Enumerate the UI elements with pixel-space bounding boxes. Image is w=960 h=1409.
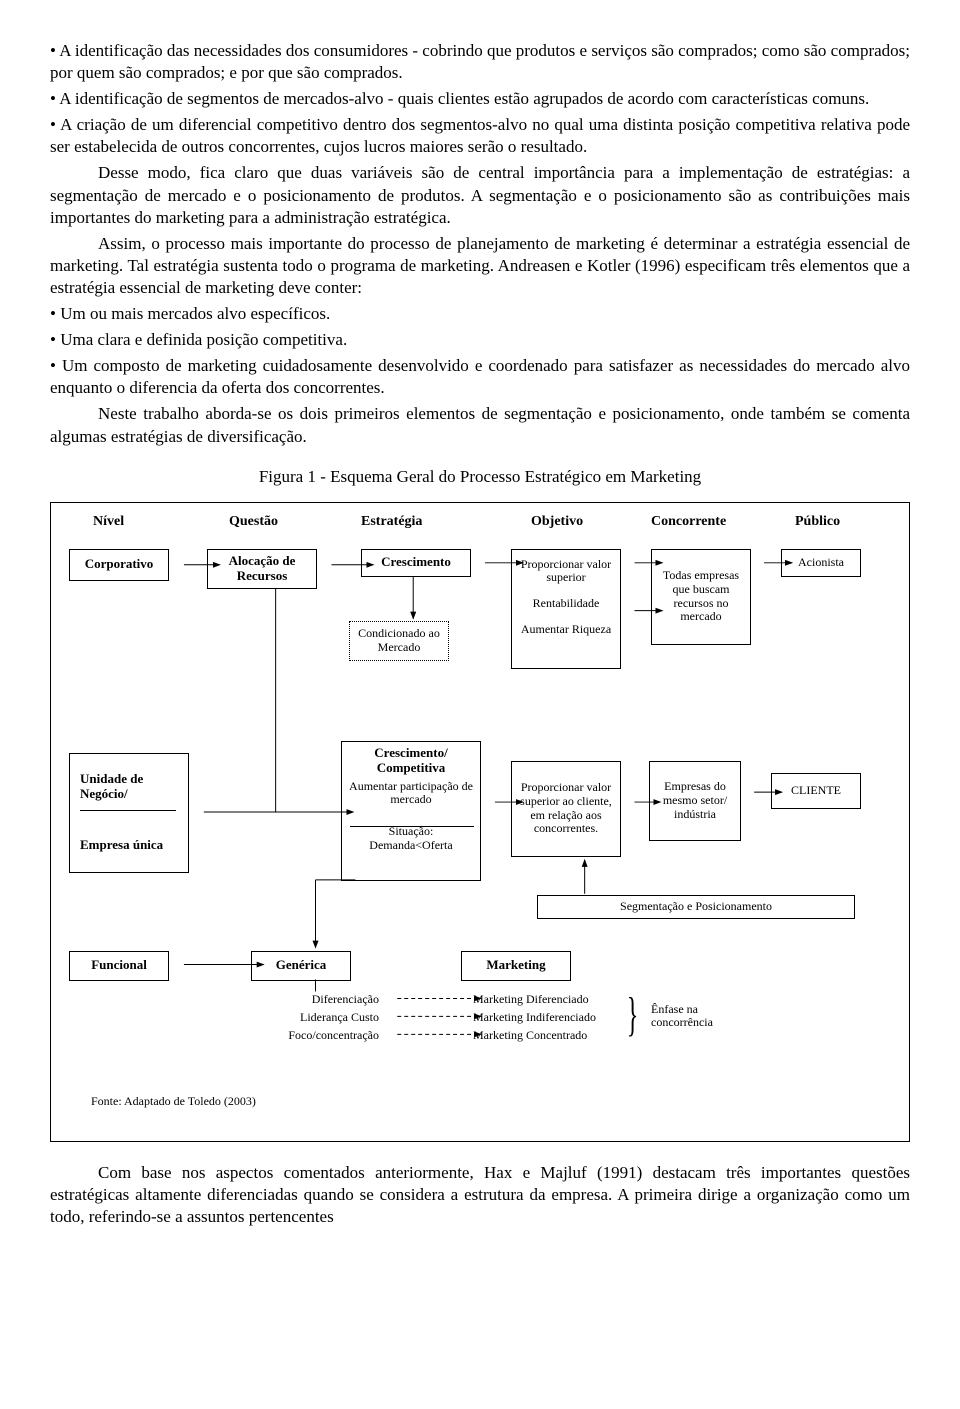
box-funcional: Funcional [69, 951, 169, 981]
lbl-alocacao: Alocação de Recursos [214, 554, 310, 584]
box-condicionado: Condicionado ao Mercado [349, 621, 449, 661]
lbl-corporativo: Corporativo [85, 557, 154, 572]
bullet-mercados-alvo: • Um ou mais mercados alvo específicos. [50, 303, 910, 325]
txt-enfase: Ênfase na concorrência [651, 1003, 741, 1031]
lbl-concorrente-r1: Todas empresas que buscam recursos no me… [658, 569, 744, 624]
txt-mconc: Marketing Concentrado [473, 1029, 587, 1043]
header-questao: Questão [229, 513, 278, 531]
para-trabalho: Neste trabalho aborda-se os dois primeir… [50, 403, 910, 447]
box-concorrente-r2: Empresas do mesmo setor/ indústria [649, 761, 741, 841]
lbl-concorrente-r2: Empresas do mesmo setor/ indústria [656, 780, 734, 821]
box-concorrente-r1: Todas empresas que buscam recursos no me… [651, 549, 751, 645]
box-alocacao: Alocação de Recursos [207, 549, 317, 589]
box-crescimento-comp: Crescimento/ Competitiva Aumentar partic… [341, 741, 481, 881]
header-concorrente: Concorrente [651, 513, 726, 531]
lbl-funcional: Funcional [91, 958, 147, 973]
box-unidade: Unidade de Negócio/ Empresa única [69, 753, 189, 873]
header-nivel: Nível [93, 513, 124, 531]
header-publico: Público [795, 513, 840, 531]
box-objetivo-r1: Proporcionar valor superior Rentabilidad… [511, 549, 621, 669]
bullet-diferencial: • A criação de um diferencial competitiv… [50, 114, 910, 158]
lbl-cresc-sub2: Situação: Demanda<Oferta [348, 825, 474, 853]
box-segpos: Segmentação e Posicionamento [537, 895, 855, 919]
lbl-crescimento: Crescimento [381, 555, 451, 570]
lbl-objetivo-r1-l1: Proporcionar valor superior [518, 558, 614, 586]
lbl-marketing: Marketing [486, 958, 545, 973]
figure-source: Fonte: Adaptado de Toledo (2003) [91, 1095, 256, 1109]
lbl-objetivo-r1-l3: Aumentar Riqueza [521, 623, 611, 637]
divider-cresc [350, 826, 474, 827]
box-cliente: CLIENTE [771, 773, 861, 809]
divider-unidade [80, 810, 176, 812]
lbl-acionista: Acionista [798, 556, 844, 570]
txt-diferenciacao: Diferenciação [269, 993, 379, 1007]
txt-mind: Marketing Indiferenciado [473, 1011, 596, 1025]
lbl-cresc-sub1: Aumentar participação de mercado [348, 780, 474, 808]
lbl-objetivo-r2: Proporcionar valor superior ao cliente, … [518, 781, 614, 836]
para-variaveis: Desse modo, fica claro que duas variávei… [50, 162, 910, 228]
header-objetivo: Objetivo [531, 513, 583, 531]
box-objetivo-r2: Proporcionar valor superior ao cliente, … [511, 761, 621, 857]
lbl-segpos: Segmentação e Posicionamento [620, 900, 772, 914]
bullet-segmentos: • A identificação de segmentos de mercad… [50, 88, 910, 110]
box-marketing: Marketing [461, 951, 571, 981]
bullet-posicao: • Uma clara e definida posição competiti… [50, 329, 910, 351]
box-corporativo: Corporativo [69, 549, 169, 581]
box-crescimento: Crescimento [361, 549, 471, 577]
txt-lideranca: Liderança Custo [269, 1011, 379, 1025]
lbl-generica: Genérica [276, 958, 327, 973]
txt-foco: Foco/concentração [251, 1029, 379, 1043]
figure-title: Figura 1 - Esquema Geral do Processo Est… [50, 466, 910, 488]
lbl-cresc-title: Crescimento/ Competitiva [348, 746, 474, 776]
brace-icon: } [627, 991, 639, 1039]
lbl-empresa-unica: Empresa única [80, 838, 163, 853]
bullet-necessidades: • A identificação das necessidades dos c… [50, 40, 910, 84]
para-final: Com base nos aspectos comentados anterio… [50, 1162, 910, 1228]
lbl-unidade: Unidade de Negócio/ [80, 772, 178, 802]
lbl-condicionado: Condicionado ao Mercado [356, 627, 442, 655]
bullet-composto: • Um composto de marketing cuidadosament… [50, 355, 910, 399]
lbl-objetivo-r1-l2: Rentabilidade [533, 597, 600, 611]
header-estrategia: Estratégia [361, 513, 422, 531]
txt-mdif: Marketing Diferenciado [473, 993, 589, 1007]
diagram-container: Nível Questão Estratégia Objetivo Concor… [50, 502, 910, 1142]
box-generica: Genérica [251, 951, 351, 981]
para-processo: Assim, o processo mais importante do pro… [50, 233, 910, 299]
box-acionista: Acionista [781, 549, 861, 577]
lbl-cliente: CLIENTE [791, 784, 841, 798]
